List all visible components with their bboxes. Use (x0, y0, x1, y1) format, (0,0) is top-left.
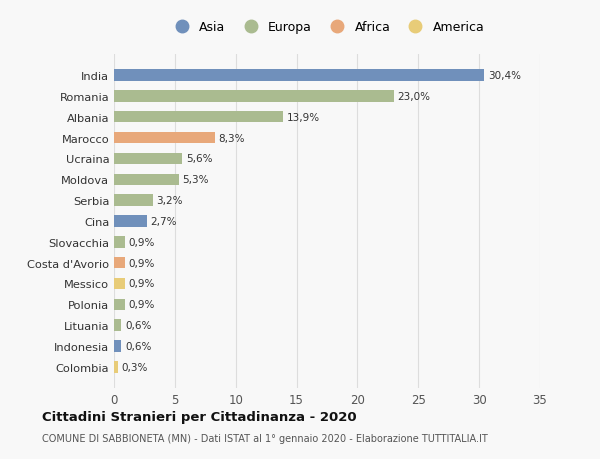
Text: 0,6%: 0,6% (125, 320, 151, 330)
Bar (114, 133, 215, 144)
Text: 5,3%: 5,3% (182, 175, 209, 185)
Text: 13,9%: 13,9% (287, 112, 320, 123)
Bar (114, 216, 147, 227)
Bar (114, 112, 283, 123)
Text: 0,9%: 0,9% (128, 279, 155, 289)
Text: COMUNE DI SABBIONETA (MN) - Dati ISTAT al 1° gennaio 2020 - Elaborazione TUTTITA: COMUNE DI SABBIONETA (MN) - Dati ISTAT a… (42, 433, 488, 442)
Bar (114, 174, 179, 185)
Text: 0,6%: 0,6% (125, 341, 151, 351)
Text: 2,7%: 2,7% (151, 217, 177, 226)
Text: 0,9%: 0,9% (128, 258, 155, 268)
Text: 23,0%: 23,0% (398, 92, 431, 102)
Text: 0,3%: 0,3% (121, 362, 148, 372)
Text: 0,9%: 0,9% (128, 237, 155, 247)
Bar (114, 341, 121, 352)
Bar (114, 278, 125, 290)
Bar (114, 153, 182, 165)
Bar (114, 299, 125, 310)
Bar (114, 70, 484, 82)
Text: Cittadini Stranieri per Cittadinanza - 2020: Cittadini Stranieri per Cittadinanza - 2… (42, 410, 356, 423)
Bar (114, 236, 125, 248)
Bar (114, 320, 121, 331)
Text: 30,4%: 30,4% (488, 71, 521, 81)
Bar (114, 361, 118, 373)
Text: 5,6%: 5,6% (186, 154, 212, 164)
Legend: Asia, Europa, Africa, America: Asia, Europa, Africa, America (169, 22, 485, 34)
Text: 3,2%: 3,2% (157, 196, 183, 206)
Bar (114, 91, 394, 102)
Text: 0,9%: 0,9% (128, 300, 155, 310)
Bar (114, 257, 125, 269)
Bar (114, 195, 153, 207)
Text: 8,3%: 8,3% (218, 133, 245, 143)
